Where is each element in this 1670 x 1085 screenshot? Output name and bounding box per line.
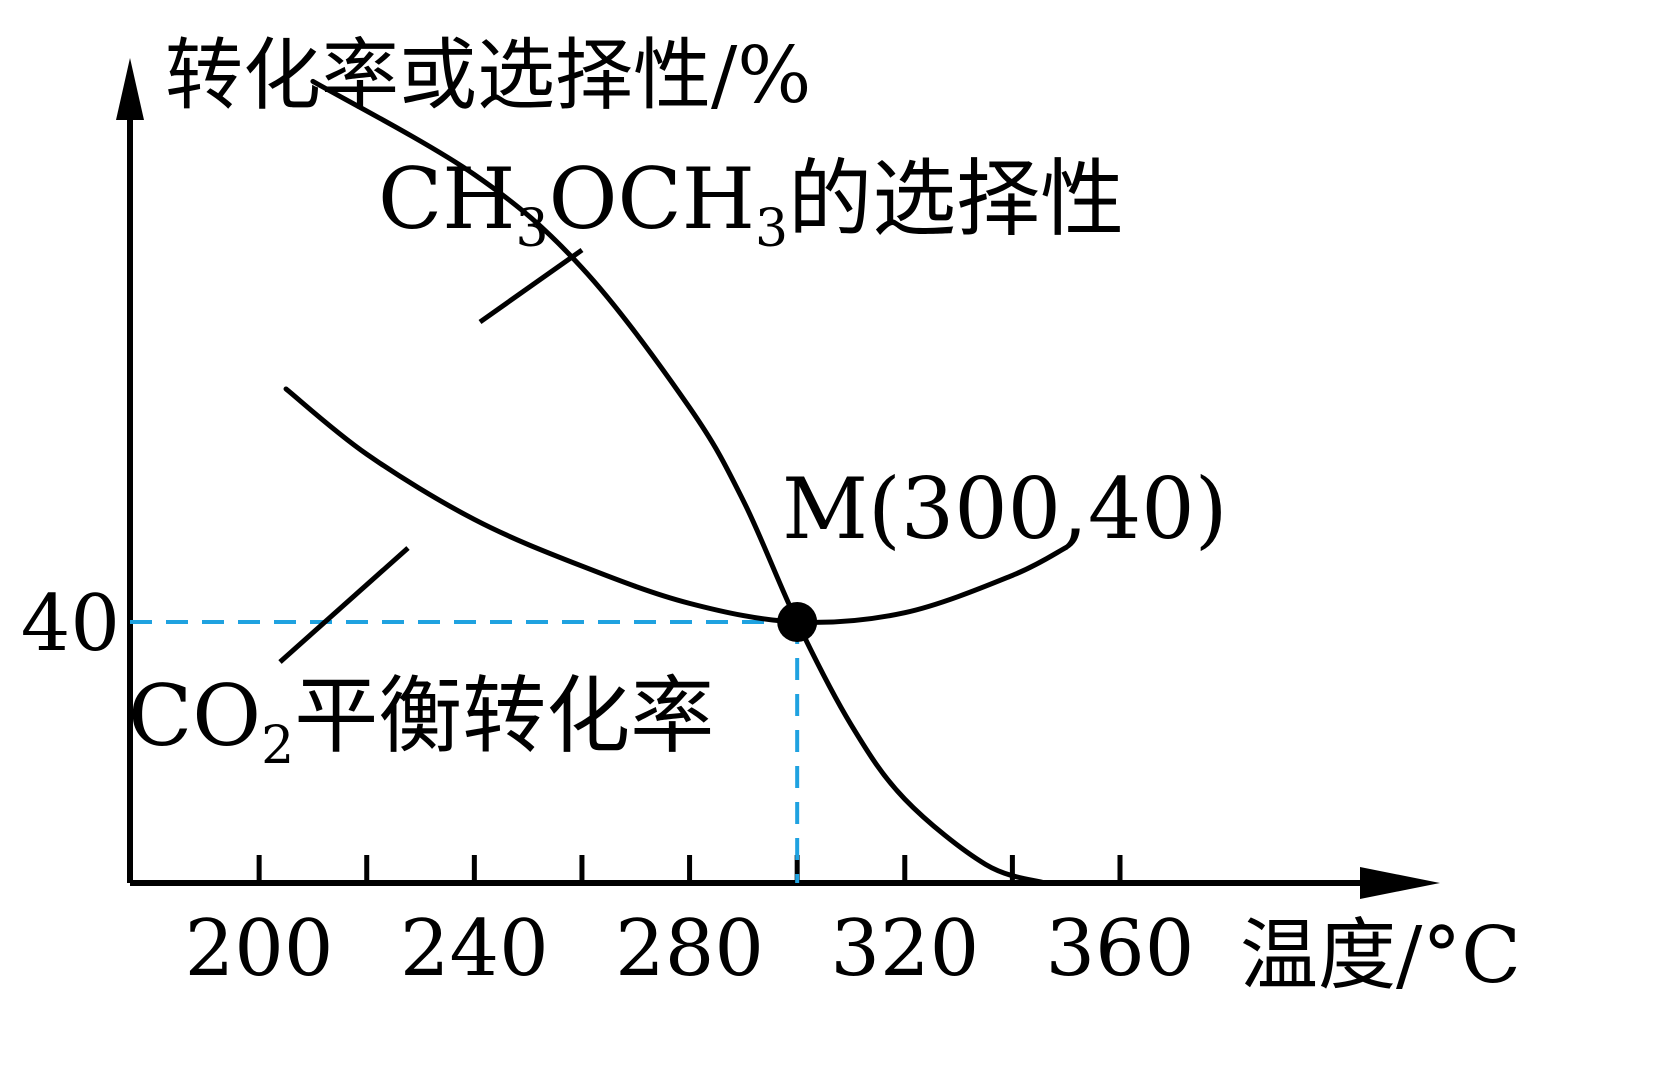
series-curves: [283, 78, 1069, 886]
x-tick-label: 240: [400, 904, 549, 994]
leader-line-co2: [278, 546, 410, 664]
guide-lines: [130, 620, 800, 883]
series-line-co2-conversion: [283, 386, 1069, 625]
series-line-ch3och3-selectivity: [310, 78, 1048, 886]
x-tick-label: 360: [1046, 904, 1195, 994]
x-axis-title: 温度/°C: [1240, 911, 1521, 1001]
leader-line-ch3och3: [478, 247, 584, 325]
leader-lines: [278, 247, 584, 664]
x-ticks: 200 240 280 320 360 40: [21, 579, 1195, 994]
point-m-marker: [777, 602, 818, 642]
x-tick-label: 320: [830, 904, 979, 994]
series-label-co2: CO2平衡转化率: [128, 667, 714, 776]
y-axis-title: 转化率或选择性/%: [165, 31, 811, 121]
x-tick-label: 280: [615, 904, 764, 994]
labels: 转化率或选择性/% 温度/°C CH3OCH3的选择性 CO2平衡转化率 M(3…: [128, 31, 1521, 1001]
y-axis-arrow-icon: [116, 58, 144, 120]
series-label-ch3och3: CH3OCH3的选择性: [378, 150, 1124, 259]
y-tick-label: 40: [21, 579, 120, 669]
point-m-label: M(300,40): [782, 460, 1227, 558]
x-axis-arrow-icon: [1360, 867, 1440, 899]
axes: 200 240 280 320 360 40: [21, 58, 1440, 994]
x-tick-label: 200: [185, 904, 334, 994]
